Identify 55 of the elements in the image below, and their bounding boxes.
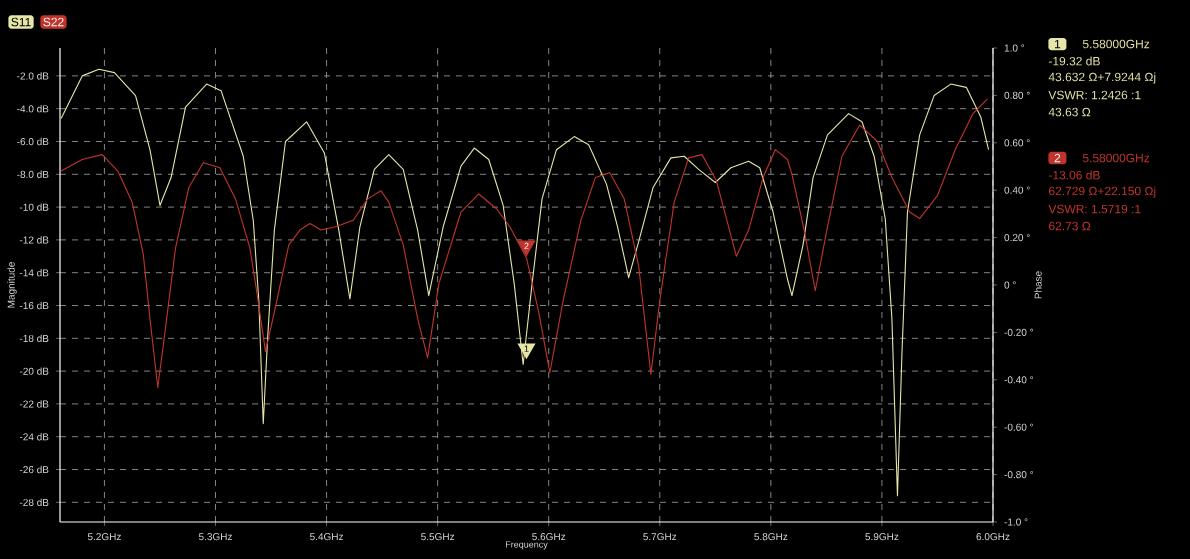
- x-tick-label: 5.6GHz: [532, 533, 566, 541]
- x-tick-label: 5.7GHz: [643, 533, 677, 541]
- text: 62.73 Ω: [1049, 221, 1091, 231]
- text: 2: [1054, 153, 1061, 163]
- y-tick-label: -24 dB: [19, 433, 49, 441]
- y2-tick-label: -0.40 °: [1004, 376, 1034, 384]
- text: -19.32 dB: [1048, 56, 1100, 66]
- y2-tick-label: 0 °: [1004, 281, 1016, 289]
- y-tick-label: -12 dB: [19, 236, 49, 244]
- y-tick-label: -6.0 dB: [17, 137, 49, 146]
- annotation: 2: [524, 242, 529, 250]
- x-tick-label: 5.8GHz: [754, 533, 788, 541]
- y2-tick-label: -0.60 °: [1004, 423, 1034, 431]
- y2-tick-label: 0.40 °: [1004, 186, 1030, 194]
- y-tick-label: -20 dB: [19, 367, 49, 375]
- line-series: [60, 68, 990, 497]
- y-tick-label: -18 dB: [19, 334, 49, 342]
- annotation: 1: [524, 345, 529, 352]
- y2-tick-label: 0.60 °: [1004, 139, 1030, 147]
- x-tick-label: 5.3GHz: [198, 533, 232, 541]
- y2-tick-label: -0.20 °: [1004, 328, 1034, 336]
- x-tick-label: 5.5GHz: [421, 533, 455, 541]
- text: VSWR: 1.2426 :1: [1048, 90, 1141, 100]
- y2-axis-title: Phase: [1034, 271, 1042, 299]
- y-tick-label: -2.0 dB: [17, 72, 49, 80]
- x-tick-label: 5.2GHz: [87, 533, 121, 541]
- y-tick-label: -10 dB: [19, 203, 49, 211]
- text: S11: [11, 17, 31, 27]
- x-tick-label: 5.4GHz: [310, 533, 344, 541]
- text: 1: [1054, 39, 1061, 49]
- y-tick-label: -26 dB: [19, 465, 49, 474]
- y-tick-label: -28 dB: [19, 498, 49, 506]
- y-tick-label: -22 dB: [19, 400, 49, 408]
- text: 5.58000GHz: [1082, 39, 1150, 49]
- x-axis-title: Frequency: [505, 541, 548, 550]
- text: 5.58000GHz: [1082, 153, 1150, 163]
- y2-tick-label: 1.0 °: [1004, 44, 1025, 52]
- y2-tick-label: 0.20 °: [1004, 234, 1030, 242]
- y-tick-label: -8.0 dB: [17, 170, 49, 178]
- text: 43.63 Ω: [1048, 107, 1091, 117]
- text: -13.06 dB: [1048, 170, 1100, 180]
- text: 62.729 Ω+22.150 Ωj: [1049, 186, 1156, 198]
- y2-tick-label: -1.0 °: [1004, 518, 1028, 526]
- line-series: [60, 98, 988, 389]
- y2-tick-label: -0.80 °: [1004, 471, 1034, 479]
- x-tick-label: 5.9GHz: [865, 533, 899, 541]
- y-tick-label: -14 dB: [19, 269, 49, 277]
- y-tick-label: -4.0 dB: [17, 105, 49, 113]
- y2-tick-label: 0.80 °: [1004, 91, 1030, 99]
- text: S22: [43, 17, 64, 27]
- y-tick-label: -16 dB: [19, 301, 49, 310]
- text: 43.632 Ω+7.9244 Ωj: [1048, 72, 1156, 84]
- x-tick-label: 6.0GHz: [976, 533, 1010, 541]
- y-axis-title: Magnitude: [7, 262, 17, 308]
- text: VSWR: 1.5719 :1: [1048, 204, 1141, 214]
